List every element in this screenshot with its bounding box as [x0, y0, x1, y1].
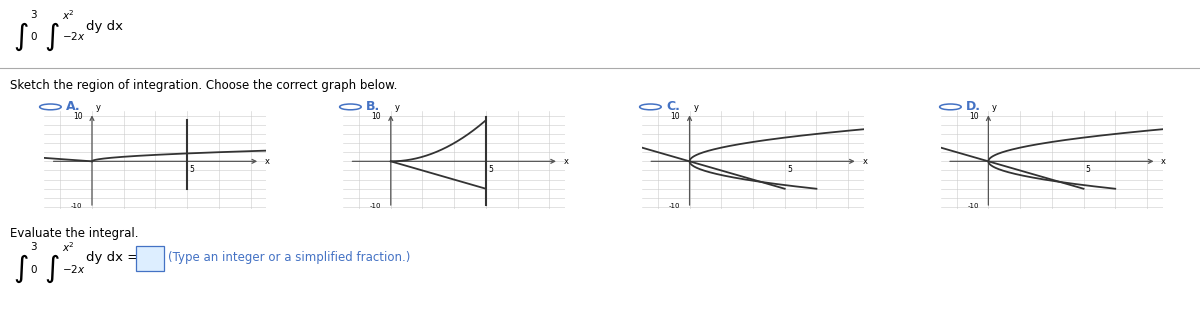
Text: $\int$: $\int$ — [13, 253, 29, 285]
Text: $\int$: $\int$ — [13, 21, 29, 53]
Text: 5: 5 — [190, 166, 194, 175]
Text: Sketch the region of integration. Choose the correct graph below.: Sketch the region of integration. Choose… — [10, 79, 397, 92]
FancyBboxPatch shape — [136, 246, 164, 271]
Text: A.: A. — [66, 100, 80, 113]
Text: $3$: $3$ — [30, 8, 37, 20]
Text: (Type an integer or a simplified fraction.): (Type an integer or a simplified fractio… — [168, 251, 410, 264]
Text: B.: B. — [366, 100, 380, 113]
Text: $\int$: $\int$ — [44, 21, 60, 53]
Text: $-2x$: $-2x$ — [62, 30, 86, 42]
Text: y: y — [96, 103, 101, 112]
Text: $x^2$: $x^2$ — [62, 240, 76, 254]
Text: dy dx =: dy dx = — [86, 251, 139, 264]
Text: $0$: $0$ — [30, 30, 38, 42]
Text: y: y — [694, 103, 698, 112]
Text: $0$: $0$ — [30, 263, 38, 275]
Text: Evaluate the integral.: Evaluate the integral. — [10, 227, 138, 240]
Text: 5: 5 — [1086, 166, 1091, 175]
Text: y: y — [395, 103, 400, 112]
Text: $x^2$: $x^2$ — [62, 8, 76, 22]
Text: 10: 10 — [970, 112, 979, 121]
Text: x: x — [564, 157, 569, 166]
Text: dy dx: dy dx — [86, 20, 124, 33]
Text: $3$: $3$ — [30, 240, 37, 252]
Text: 5: 5 — [787, 166, 792, 175]
Text: 5: 5 — [488, 166, 493, 175]
Text: x: x — [265, 157, 270, 166]
Text: -10: -10 — [370, 203, 382, 209]
Text: D.: D. — [966, 100, 982, 113]
Text: 10: 10 — [73, 112, 83, 121]
Text: 10: 10 — [671, 112, 680, 121]
Text: -10: -10 — [71, 203, 83, 209]
Text: 10: 10 — [372, 112, 382, 121]
Text: x: x — [1162, 157, 1166, 166]
Text: $-2x$: $-2x$ — [62, 263, 86, 275]
Text: $\int$: $\int$ — [44, 253, 60, 285]
Text: C.: C. — [666, 100, 680, 113]
Text: y: y — [992, 103, 997, 112]
Text: x: x — [863, 157, 868, 166]
Text: -10: -10 — [967, 203, 979, 209]
Text: -10: -10 — [668, 203, 680, 209]
